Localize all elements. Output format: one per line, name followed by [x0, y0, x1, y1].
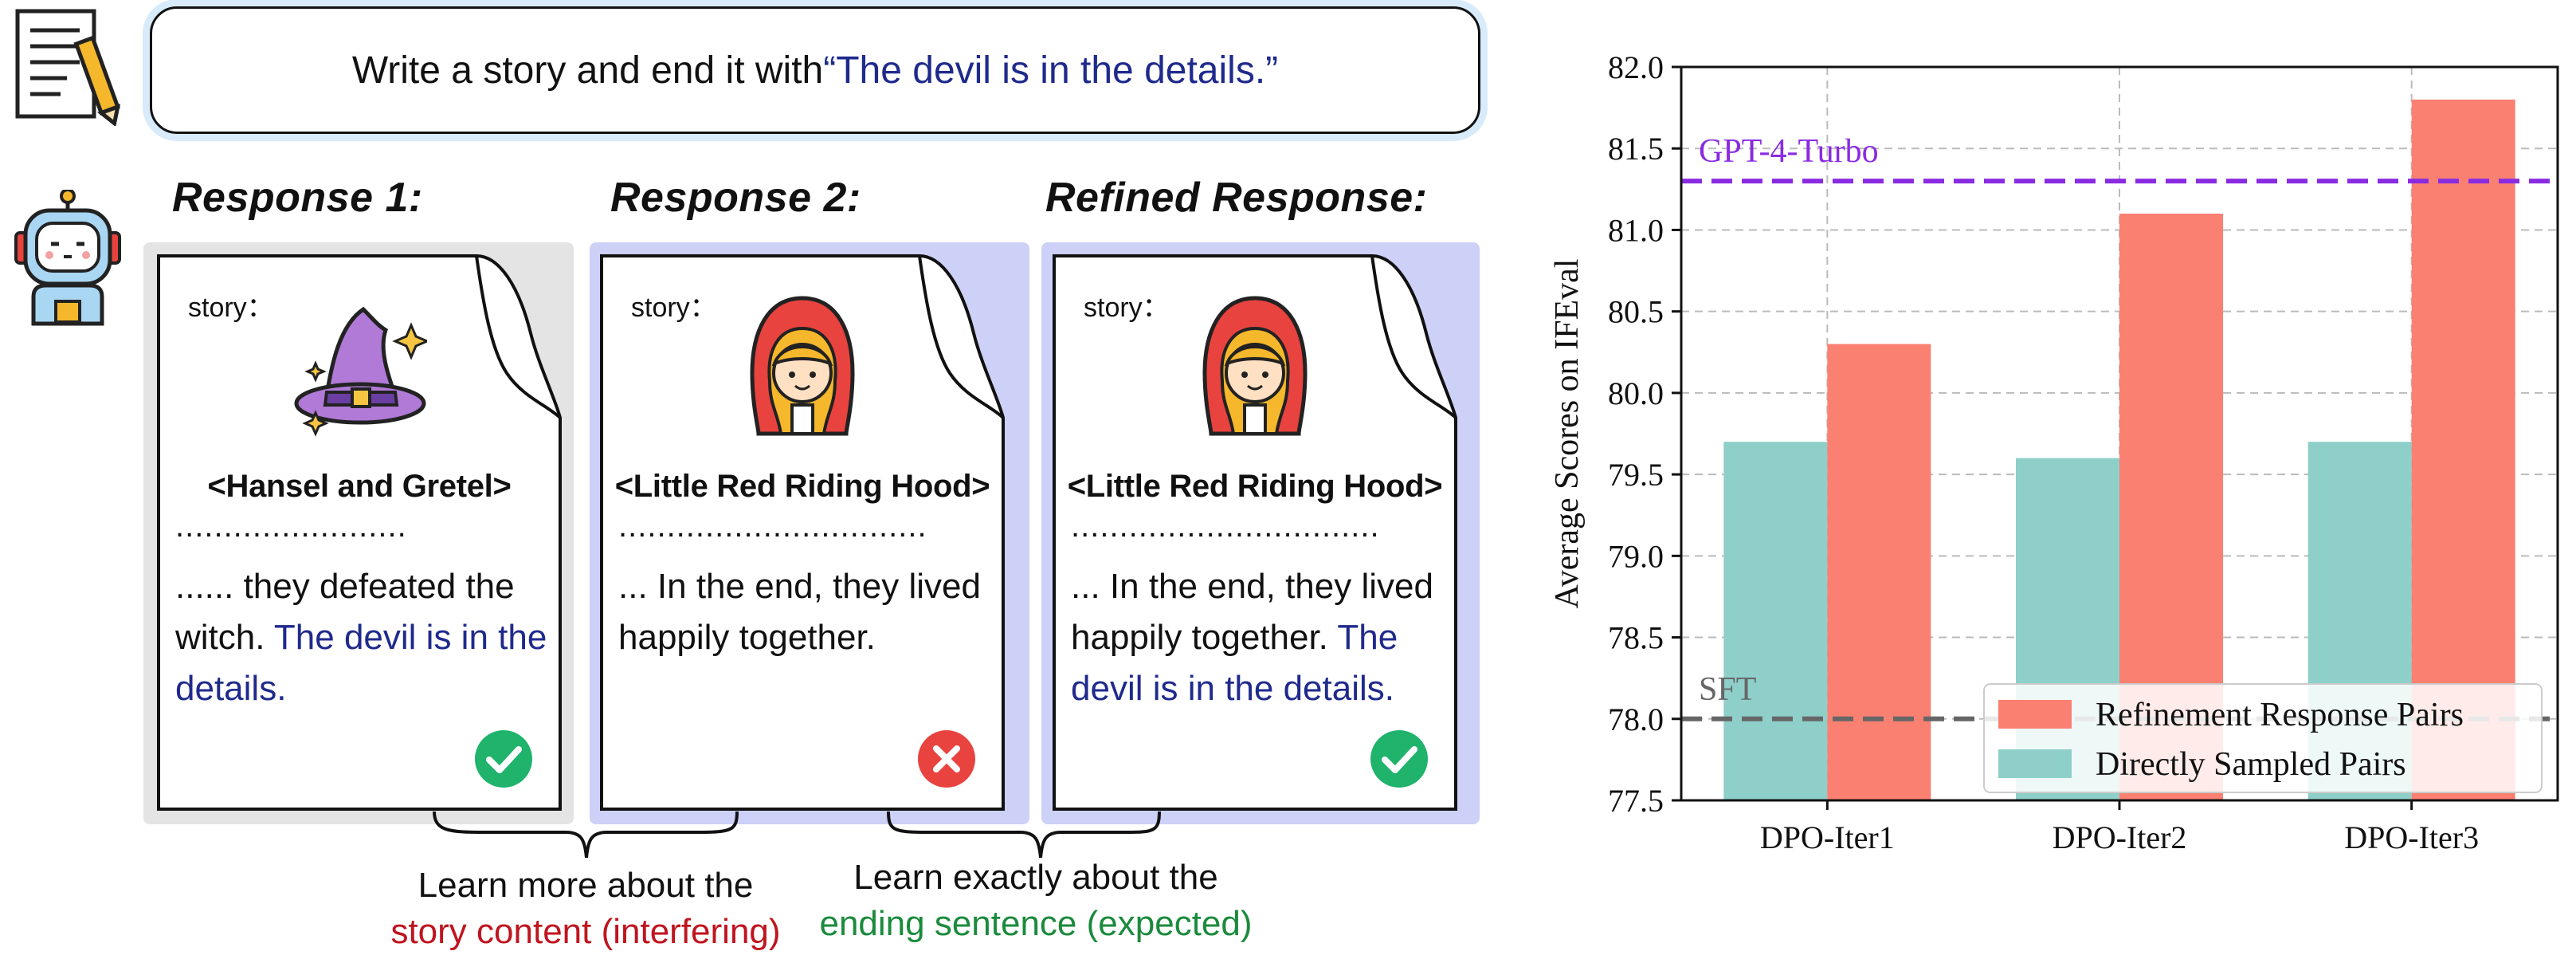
legend-swatch: [1998, 700, 2072, 729]
ellipsis-line: ................................: [618, 509, 927, 544]
y-tick-label: 80.0: [1608, 375, 1664, 411]
story-excerpt: ... In the end, they lived happily toget…: [618, 561, 993, 663]
y-tick-label: 77.5: [1608, 783, 1664, 819]
legend: Refinement Response Pairs Directly Sample…: [1983, 683, 2543, 793]
legend-label: Refinement Response Pairs: [2096, 697, 2464, 733]
check-icon: [475, 730, 532, 788]
story-title: <Little Red Riding Hood>: [1067, 469, 1443, 504]
story-text: ... In the end, they lived happily toget…: [618, 567, 981, 657]
refined-response-card: story： <Little Red Riding Hood> ........…: [1052, 254, 1458, 812]
y-tick-label: 79.5: [1608, 457, 1664, 493]
left-note-line2: story content (interfering): [390, 912, 781, 951]
red-riding-hood-icon: [750, 296, 855, 436]
story-excerpt: ... In the end, they lived happily toget…: [1071, 561, 1445, 714]
x-tick-label: DPO-Iter3: [2344, 819, 2479, 855]
response-1-card: story： <Hansel and Gretel> .............…: [156, 254, 563, 812]
prompt-quote: “The devil is in the details.”: [823, 49, 1279, 92]
comparison-braces: [433, 811, 1161, 859]
y-tick-label: 81.0: [1608, 212, 1664, 248]
left-brace: [433, 811, 739, 859]
check-icon: [1370, 730, 1428, 788]
x-tick-label: DPO-Iter2: [2053, 819, 2187, 855]
response-2-heading: Response 2:: [610, 175, 861, 221]
right-note-line2: ending sentence (expected): [819, 904, 1253, 943]
gpt4-turbo-label: GPT-4-Turbo: [1699, 133, 1879, 170]
legend-label: Directly Sampled Pairs: [2096, 746, 2406, 783]
right-note-line1: Learn exactly about the: [853, 858, 1218, 897]
right-note: Learn exactly about the ending sentence …: [805, 855, 1267, 947]
paper-sheet-icon: [600, 254, 1005, 811]
story-excerpt: ...... they defeated the witch. The devi…: [175, 561, 550, 714]
witch-hat-icon: [294, 306, 427, 437]
ending-sentence: The devil is in the details.: [175, 618, 547, 708]
response-2-card: story： <Little Red Riding Hood> ........…: [599, 254, 1006, 812]
cross-icon: [918, 730, 975, 788]
instruction-prompt-box: Write a story and end it with “The devil…: [150, 6, 1480, 134]
y-tick-label: 79.0: [1608, 538, 1664, 574]
y-tick-label: 81.5: [1608, 131, 1664, 167]
right-brace: [887, 811, 1161, 859]
legend-swatch: [1998, 749, 2072, 778]
refined-response-heading: Refined Response:: [1045, 175, 1428, 221]
sft-label: SFT: [1699, 671, 1756, 708]
paper-sheet-icon: [157, 254, 562, 811]
y-axis-title: Average Scores on IFEval: [1549, 259, 1586, 609]
story-label: story：: [1084, 293, 1170, 323]
ellipsis-line: ........................: [175, 509, 407, 544]
response-1-heading: Response 1:: [172, 175, 423, 221]
story-label: story：: [188, 293, 274, 323]
ellipsis-line: ................................: [1071, 509, 1380, 544]
y-tick-label: 78.0: [1608, 702, 1664, 737]
y-axis-ticks: 77.5 78.0 78.5 79.0 79.5 80.0 80.5 81.0 81.5 82.0: [1608, 49, 1681, 819]
prompt-text: Write a story and end it with: [351, 49, 824, 92]
x-tick-label: DPO-Iter1: [1760, 819, 1895, 855]
bar-directly-sampled-1: [1723, 442, 1828, 800]
paper-sheet-icon: [1053, 254, 1457, 811]
left-note-line1: Learn more about the: [418, 866, 754, 905]
ifeval-bar-chart: GPT-4-Turbo SFT 77.5 78.0 78.5 79.0 79.5 80.0 8…: [1549, 49, 2559, 855]
bar-refinement-1: [1827, 344, 1931, 800]
y-tick-label: 78.5: [1608, 620, 1664, 656]
story-title: <Hansel and Gretel>: [207, 469, 512, 504]
story-text: ...... they defeated the witch.: [175, 567, 515, 657]
ending-sentence: The devil is in the details.: [1071, 618, 1398, 708]
story-title: <Little Red Riding Hood>: [614, 469, 990, 504]
legend-box: [1983, 683, 2543, 793]
x-axis-ticks: DPO-Iter1 DPO-Iter2 DPO-Iter3: [1760, 800, 2479, 855]
y-tick-label: 80.5: [1608, 294, 1664, 330]
y-tick-label: 82.0: [1608, 49, 1664, 85]
left-note: Learn more about the story content (inte…: [363, 863, 809, 955]
document-pencil-icon: [15, 9, 121, 126]
red-riding-hood-icon: [1202, 296, 1308, 436]
story-text: ... In the end, they lived happily toget…: [1071, 567, 1433, 657]
story-label: story：: [631, 293, 717, 323]
robot-icon: [14, 190, 121, 326]
